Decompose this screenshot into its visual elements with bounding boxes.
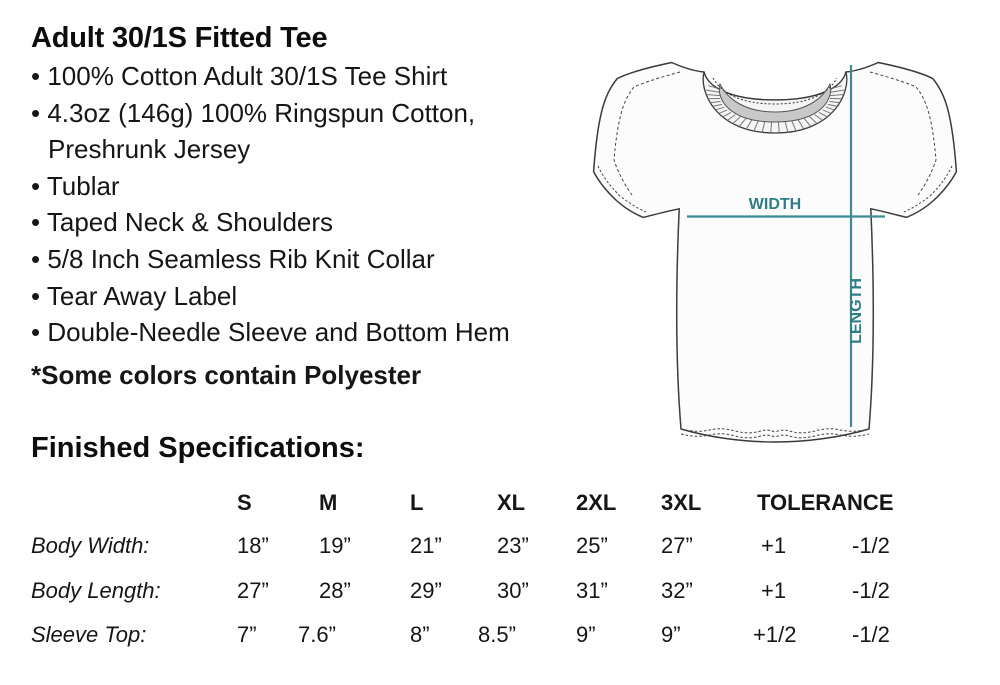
svg-text:WIDTH: WIDTH xyxy=(749,196,801,213)
svg-text:LENGTH: LENGTH xyxy=(848,278,865,344)
